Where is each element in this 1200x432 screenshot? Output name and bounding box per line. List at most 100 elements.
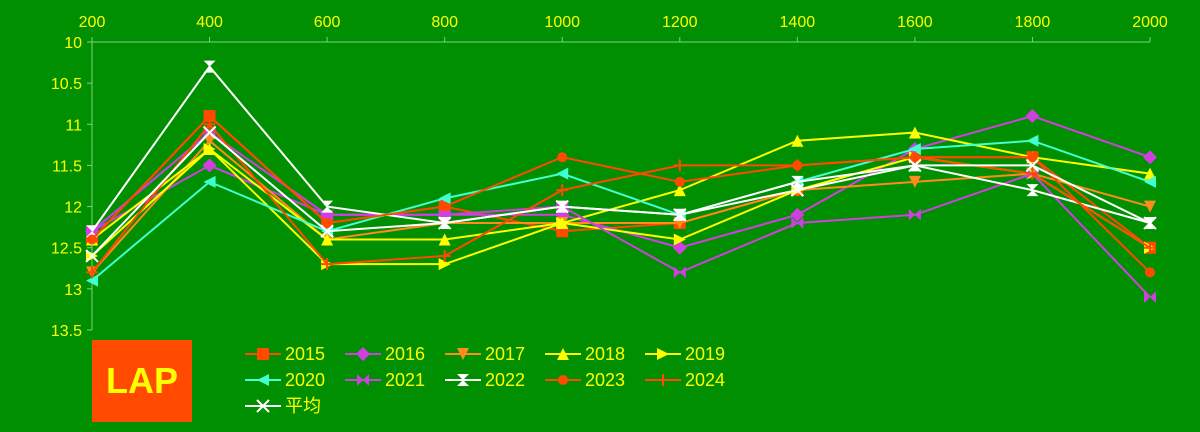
data-point-平均 [85,249,99,263]
legend-label: 2020 [285,370,325,390]
data-point-平均 [320,224,334,238]
data-point-平均 [437,216,452,230]
legend-entry-2020: 2020 [245,370,325,390]
data-point-2024 [203,118,216,131]
data-point-2020 [86,274,98,287]
lap-logo: LAP [92,340,192,422]
data-point-2018 [438,233,451,246]
legend-marker [558,375,568,385]
series-line-平均 [91,131,1151,257]
legend-label: 2016 [385,344,425,364]
legend-entry-2016: 2016 [345,344,425,364]
legend-marker [257,348,269,360]
legend-marker [356,347,370,361]
series-line-2023 [91,114,1151,274]
data-point-2022 [321,200,334,213]
data-point-2023 [1027,152,1038,163]
legend-entry-2017: 2017 [445,344,525,364]
axes: 10 10.5 11 11.5 12 12.5 13 13.5 200 400 600 800 1000… [51,14,1168,340]
legend-label: 2024 [685,370,725,390]
data-point-平均 [790,183,805,197]
data-point-2023 [674,176,685,187]
data-point-2018 [791,134,804,147]
legend-entry-2022: 2022 [445,370,525,390]
data-point-2016 [1025,109,1040,124]
legend-entry-2023: 2023 [545,370,625,390]
series-line-2020 [91,139,1151,282]
x-tick-label: 1200 [662,14,698,31]
y-tick-label: 11.5 [52,158,82,175]
data-point-平均 [1143,216,1157,230]
data-point-2017 [203,134,216,147]
y-tick-label: 10.5 [51,76,82,93]
data-point-2020 [908,142,921,155]
data-point-2022 [1026,184,1039,197]
legend-entry-2018: 2018 [545,344,625,364]
data-point-2021 [908,208,921,221]
data-point-2024 [908,151,921,164]
data-point-平均 [202,125,217,140]
data-point-2018 [1144,167,1156,180]
data-point-2023 [439,201,450,212]
data-point-2016 [790,207,805,222]
data-point-2024 [791,159,804,172]
x-tick-label: 1800 [1015,14,1051,31]
legend-label: 2022 [485,370,525,390]
data-point-2020 [203,175,216,188]
data-point-平均 [1025,158,1040,173]
y-tick-label: 10 [64,35,82,52]
data-point-2019 [673,233,686,246]
data-point-2020 [556,167,569,180]
data-point-2021 [1144,291,1156,304]
legend-entry-2019: 2019 [645,344,725,364]
data-point-平均 [555,199,569,214]
y-tick-label: 11 [65,117,82,134]
data-point-2021 [673,266,686,279]
legend-marker [256,399,270,413]
lap-logo-text: LAP [106,360,178,401]
series-2023 [87,111,1155,278]
data-point-2016 [1143,150,1157,165]
x-tick-label: 800 [431,14,458,31]
data-point-2022 [86,225,98,238]
data-point-2024 [438,249,451,262]
legend-label: 2023 [585,370,625,390]
legend-marker [457,348,469,360]
data-point-2023 [322,218,333,229]
y-tick-label: 12.5 [51,241,82,258]
legend-marker [257,374,269,386]
legend-entry-2024: 2024 [645,370,725,390]
x-tick-label: 2000 [1132,14,1168,31]
data-point-2019 [556,217,569,230]
data-point-2023 [204,111,215,122]
data-point-2024 [86,266,98,279]
data-point-2023 [557,152,568,163]
data-point-平均 [908,158,922,173]
data-point-2021 [791,217,804,230]
lap-logo-background [92,340,192,422]
legend-marker [657,374,669,386]
data-point-2023 [1145,267,1155,278]
data-point-2020 [1026,134,1039,147]
data-point-2022 [791,175,804,188]
y-tick-label: 12 [64,200,82,217]
data-point-2017 [908,175,921,188]
x-tick-label: 1000 [544,14,580,31]
data-point-2024 [673,159,686,172]
legend-marker [457,374,469,386]
data-point-2024 [1144,241,1156,254]
legend-marker [657,348,669,360]
data-point-2020 [1144,175,1156,188]
data-point-2018 [673,184,686,197]
x-tick-label: 1600 [897,14,933,31]
data-point-2018 [321,233,334,246]
legend-label: 平均 [285,396,321,416]
x-tick-label: 600 [314,14,341,31]
legend-marker [357,374,369,386]
x-tick-label: 400 [196,14,223,31]
data-point-2022 [203,60,216,73]
data-point-2024 [556,184,569,197]
legend-label: 2018 [585,344,625,364]
legend-label: 2017 [485,344,525,364]
